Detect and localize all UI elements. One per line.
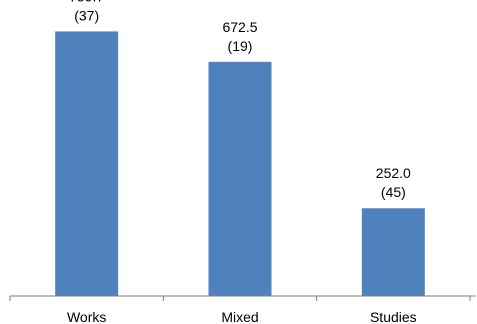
count-label-studies: (45) (381, 184, 406, 200)
bar-studies (361, 208, 425, 296)
bar-mixed (208, 61, 272, 296)
value-label-works: 759.7 (69, 0, 104, 4)
count-label-works: (37) (74, 7, 99, 23)
category-label-works: Works (67, 309, 106, 324)
data-labels-group: 759.7 (37) 672.5 (19) 252.0 (45) (69, 0, 411, 200)
bar-works (55, 31, 119, 296)
value-label-mixed: 672.5 (222, 19, 257, 35)
bars-group (55, 31, 425, 296)
x-axis: Works Mixed Studies (9, 295, 476, 324)
category-label-mixed: Mixed (221, 309, 258, 324)
count-label-mixed: (19) (228, 38, 253, 54)
category-label-studies: Studies (370, 309, 417, 324)
value-label-studies: 252.0 (376, 165, 411, 181)
